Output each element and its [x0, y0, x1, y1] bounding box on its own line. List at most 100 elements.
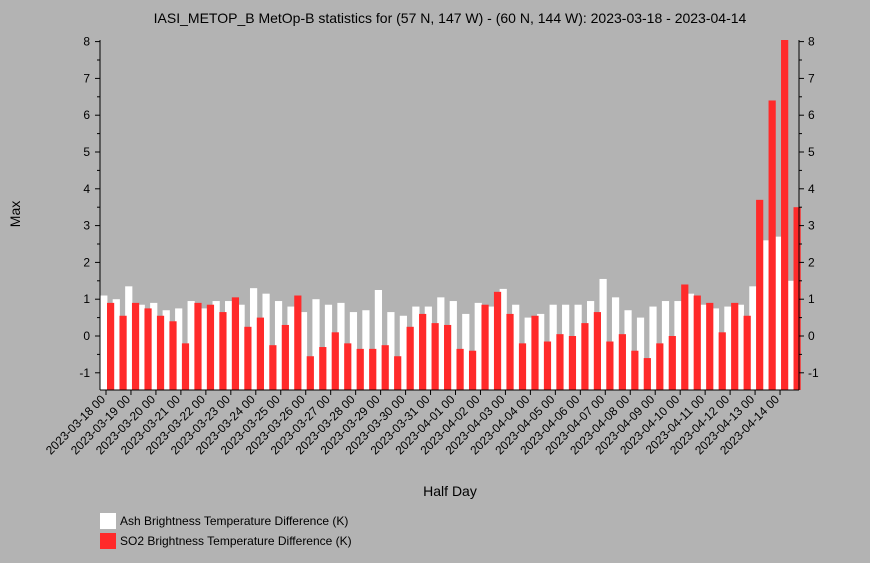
ash-bar: [599, 278, 607, 390]
ash-bar: [162, 310, 170, 390]
chart-title: IASI_METOP_B MetOp-B statistics for (57 …: [154, 10, 747, 26]
ash-bar: [524, 317, 532, 390]
so2-bar: [281, 324, 289, 390]
legend-item-ash: Ash Brightness Temperature Difference (K…: [100, 512, 352, 530]
so2-bar: [406, 326, 414, 390]
ash-bar: [150, 302, 158, 390]
y-tick-label-left: 7: [83, 71, 90, 85]
y-tick-label-left: 2: [83, 255, 90, 269]
so2-bar: [381, 345, 389, 390]
ash-bar: [349, 312, 358, 390]
ash-bar: [412, 306, 420, 390]
ash-bar: [474, 302, 482, 390]
ash-bar: [100, 295, 108, 390]
ash-bar: [362, 310, 370, 390]
so2-bar: [156, 315, 165, 390]
ash-bar: [137, 304, 145, 390]
ash-bar: [749, 286, 757, 390]
so2-bar: [643, 358, 651, 390]
so2-bar: [493, 291, 502, 390]
ash-bar: [399, 315, 407, 390]
so2-bar: [556, 334, 564, 390]
so2-bar: [181, 343, 190, 390]
ash-bar: [711, 308, 720, 390]
so2-bar: [781, 40, 789, 390]
ash-bar: [337, 302, 345, 390]
ash-bar: [437, 297, 445, 390]
y-tick-label-left: 5: [83, 145, 90, 159]
y-tick-label-left: 8: [83, 35, 90, 49]
y-tick-label-left: 4: [83, 182, 90, 196]
ash-bar: [312, 299, 320, 390]
so2-bar: [593, 312, 601, 390]
so2-bar: [731, 302, 739, 390]
so2-bar: [107, 302, 115, 390]
y-tick-label-right: 7: [808, 71, 815, 85]
ash-bar: [262, 293, 270, 390]
ash-bar: [374, 290, 383, 390]
so2-bar: [518, 343, 527, 390]
legend-swatch-so2: [100, 533, 116, 549]
so2-bar: [543, 341, 552, 390]
so2-bar: [681, 284, 689, 390]
ash-bar: [574, 304, 582, 390]
ash-bar: [237, 304, 245, 390]
y-tick-label-left: 3: [83, 219, 90, 233]
ash-bar: [636, 317, 645, 390]
y-tick-label-left: -1: [79, 366, 90, 380]
y-tick-label-right: 1: [808, 292, 815, 306]
so2-bar: [394, 356, 402, 390]
so2-bar: [618, 334, 626, 390]
ash-bar: [324, 304, 333, 390]
so2-bar: [419, 313, 427, 390]
ash-bar: [424, 306, 432, 390]
ash-bar: [499, 288, 507, 390]
y-tick-label-right: 5: [808, 145, 815, 159]
ash-bar: [724, 306, 732, 390]
so2-bar: [319, 347, 327, 390]
y-tick-label-right: 8: [808, 35, 815, 49]
so2-bar: [144, 308, 152, 390]
ash-bar: [587, 301, 595, 390]
ash-bar: [487, 306, 495, 390]
legend-label-so2: SO2 Brightness Temperature Difference (K…: [120, 534, 352, 548]
ash-bar: [187, 301, 195, 390]
ash-bar: [225, 301, 233, 390]
so2-bar: [444, 324, 452, 390]
y-tick-label-left: 1: [83, 292, 90, 306]
y-axis-label: Max: [7, 201, 23, 227]
so2-bar: [468, 350, 477, 390]
so2-bar: [456, 348, 464, 390]
so2-bar: [344, 343, 352, 390]
so2-bar: [269, 345, 277, 390]
so2-bar: [219, 312, 227, 390]
so2-bar: [706, 302, 714, 390]
so2-bar: [606, 341, 614, 390]
so2-bar: [768, 100, 776, 390]
ash-bar: [562, 304, 570, 390]
x-axis-label: Half Day: [423, 483, 477, 499]
ash-bar: [549, 304, 557, 390]
ash-bar: [112, 299, 120, 390]
so2-bar: [656, 343, 664, 390]
y-tick-label-right: 4: [808, 182, 815, 196]
y-tick-label-right: 3: [808, 219, 815, 233]
ash-bar: [175, 308, 183, 390]
so2-bar: [194, 302, 202, 390]
ash-bar: [686, 293, 695, 390]
y-tick-label-left: 0: [83, 329, 90, 343]
y-tick-label-right: -1: [808, 366, 819, 380]
ash-bar: [736, 304, 744, 390]
ash-bar: [299, 312, 308, 390]
ash-bar: [699, 304, 707, 390]
ash-bar: [611, 297, 620, 390]
ash-bar: [649, 306, 657, 390]
y-tick-label-left: 6: [83, 108, 90, 122]
so2-bar: [581, 323, 589, 390]
legend-label-ash: Ash Brightness Temperature Difference (K…: [120, 514, 349, 528]
y-tick-label-right: 6: [808, 108, 815, 122]
so2-bar: [506, 313, 514, 390]
ash-bar: [125, 286, 133, 390]
